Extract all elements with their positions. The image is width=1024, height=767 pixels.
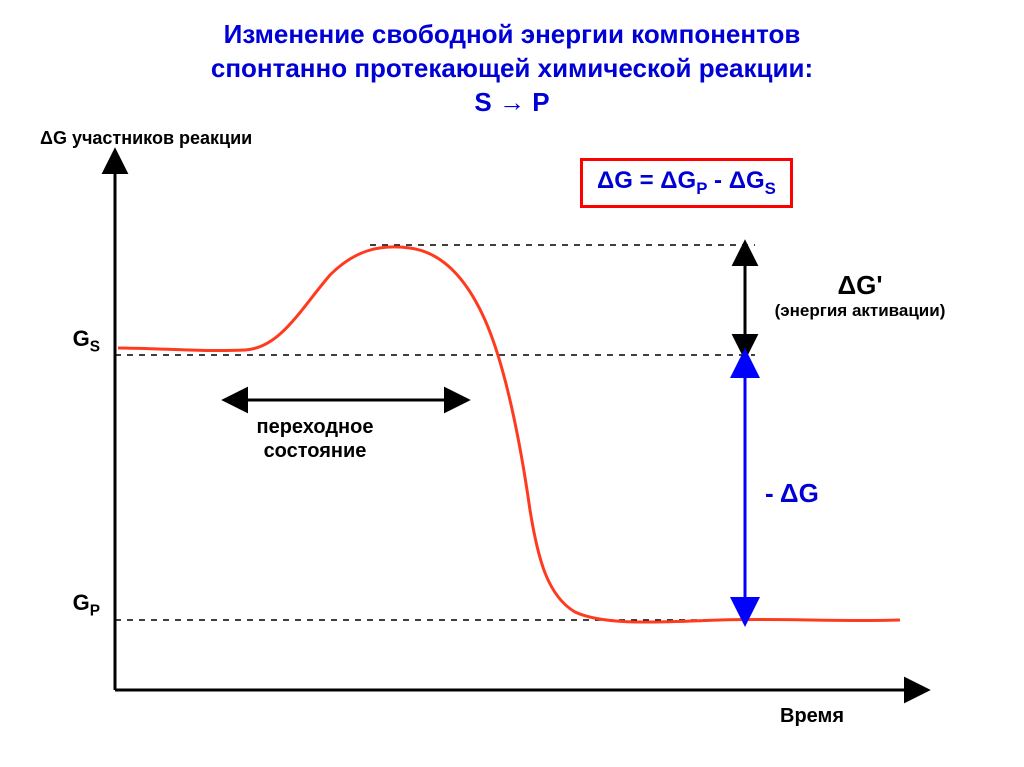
transition-line-1: переходное bbox=[215, 415, 415, 439]
activation-energy-label: ΔG' (энергия активации) bbox=[750, 270, 970, 322]
transition-state-label: переходное состояние bbox=[215, 415, 415, 463]
tick-gs: GS bbox=[55, 326, 100, 356]
x-axis-label: Время bbox=[780, 705, 844, 728]
formula-text: ΔG = ΔGP - ΔGS bbox=[597, 167, 776, 194]
title-line-2: спонтанно протекающей химической реакции… bbox=[0, 52, 1024, 86]
y-axis-label: ΔG участников реакции bbox=[40, 128, 252, 149]
delta-g-label: - ΔG bbox=[765, 478, 819, 509]
activation-sub: (энергия активации) bbox=[750, 301, 970, 321]
activation-main: ΔG' bbox=[750, 270, 970, 301]
title-line-3: S → P bbox=[0, 86, 1024, 120]
page-title: Изменение свободной энергии компонентов … bbox=[0, 0, 1024, 119]
formula-box: ΔG = ΔGP - ΔGS bbox=[580, 158, 793, 208]
title-line-1: Изменение свободной энергии компонентов bbox=[0, 18, 1024, 52]
tick-gp: GP bbox=[55, 590, 100, 620]
transition-line-2: состояние bbox=[215, 439, 415, 463]
